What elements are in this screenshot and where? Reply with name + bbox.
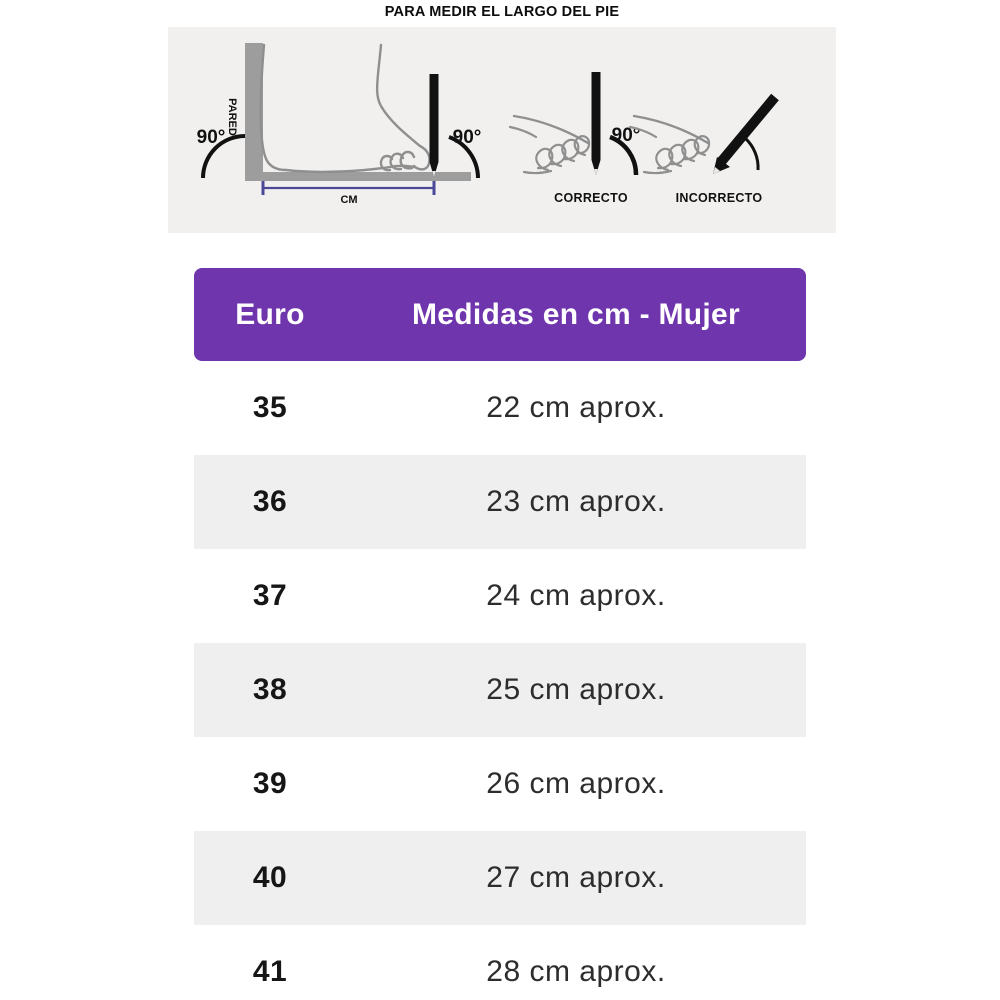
foot-measurement-diagram: PARED 90° [197,43,779,206]
table-row: 38 25 cm aprox. [194,643,806,737]
angle-incorrect-arc-icon [743,136,760,171]
diagram-title: PARA MEDIR EL LARGO DEL PIE [384,4,620,20]
table-row: 37 24 cm aprox. [194,549,806,643]
tilted-pencil-icon [713,93,779,174]
size-value: 41 [252,955,288,988]
measure-value: 24 cm aprox. [486,579,666,612]
measure-value: 22 cm aprox. [486,391,666,424]
table-row: 41 28 cm aprox. [194,925,806,1000]
wall-bar [245,43,263,181]
table-row: 39 26 cm aprox. [194,737,806,831]
size-value: 40 [252,861,288,894]
table-header: Euro Medidas en cm - Mujer [194,268,806,361]
cm-label: CM [340,194,357,206]
angle-right-label: 90° [453,127,482,148]
correct-grip-illustration: 90° CORRECTO [508,72,640,205]
foot-outline [259,43,431,174]
angle-left-label: 90° [197,127,226,148]
size-value: 39 [252,767,288,800]
measure-value: 28 cm aprox. [486,955,666,988]
hand-icon [508,114,591,175]
hand-icon [628,114,711,175]
size-value: 38 [252,673,288,706]
diagram-panel-background [168,27,836,233]
angle-left-arc-icon [201,134,246,179]
measuring-diagram: PARA MEDIR EL LARGO DEL PIE PARED [168,0,836,233]
table-row: 36 23 cm aprox. [194,455,806,549]
measure-value: 25 cm aprox. [486,673,666,706]
cm-dimension-line [261,181,436,195]
foot-against-wall-illustration: PARED 90° [197,43,482,206]
size-value: 36 [252,485,288,518]
pencil-icon [591,72,601,175]
angle-correct-arc-icon [609,134,639,176]
header-measure-column: Medidas en cm - Mujer [411,297,741,331]
angle-right-arc-icon [448,135,480,179]
size-value: 37 [252,579,288,612]
table-row: 35 22 cm aprox. [194,361,806,455]
incorrect-label: INCORRECTO [676,191,763,205]
table-row: 40 27 cm aprox. [194,831,806,925]
size-value: 35 [252,391,288,424]
wall-label: PARED [226,98,238,136]
floor-bar [245,172,471,181]
correct-label: CORRECTO [554,191,628,205]
measure-value: 27 cm aprox. [486,861,666,894]
header-size-column: Euro [235,297,305,331]
measure-value: 26 cm aprox. [486,767,666,800]
pencil-icon [429,74,439,177]
measure-value: 23 cm aprox. [486,485,666,518]
incorrect-grip-illustration: INCORRECTO [628,93,779,205]
size-table: Euro Medidas en cm - Mujer 35 22 cm apro… [194,268,806,1000]
